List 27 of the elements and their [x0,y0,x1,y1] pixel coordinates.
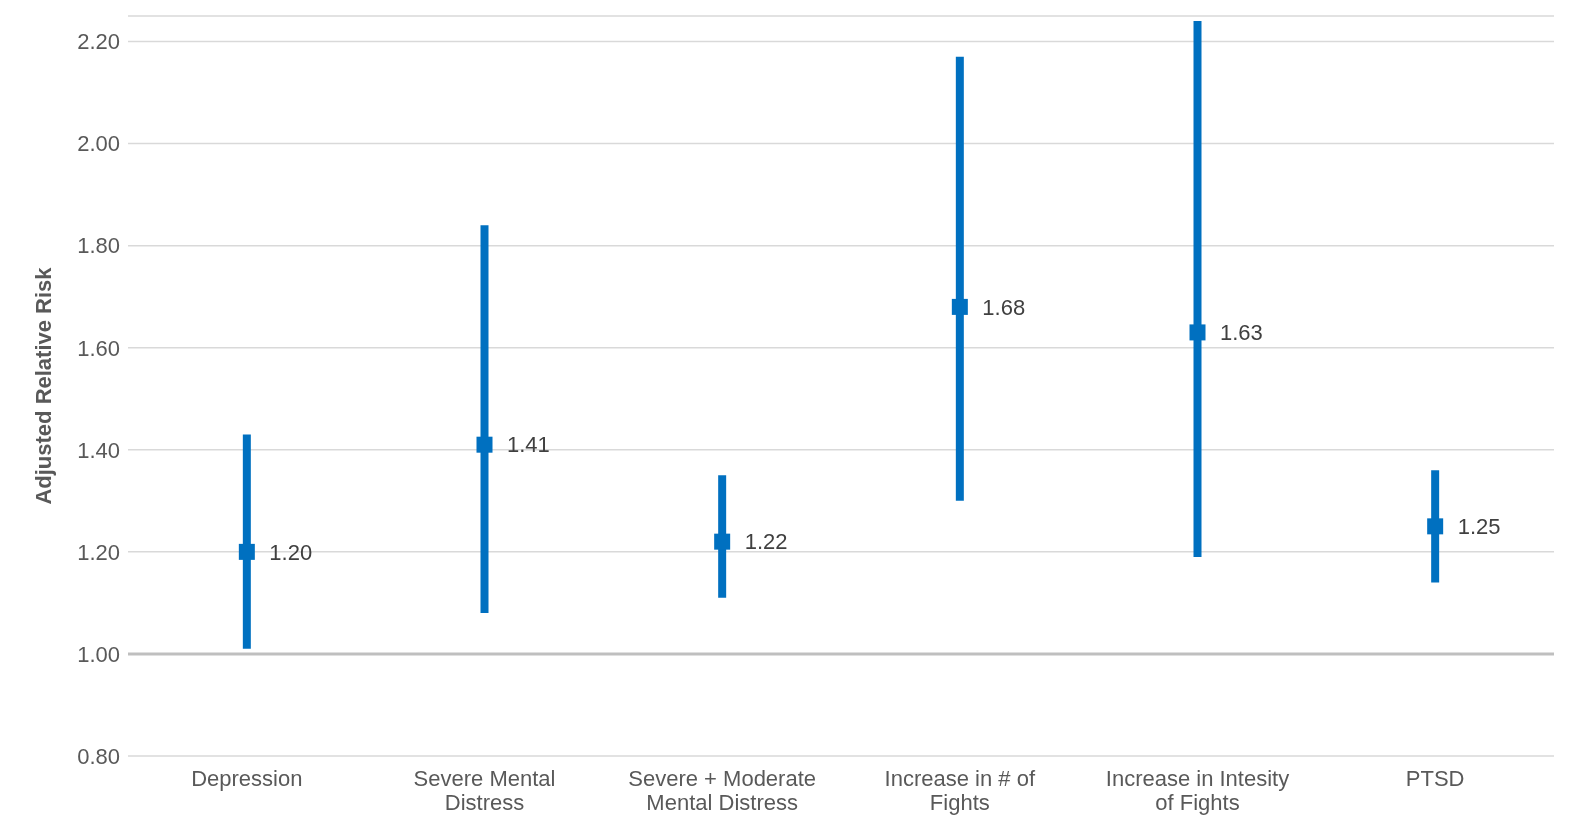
point [1189,324,1206,341]
data-label: 1.41 [507,432,550,458]
point [1427,518,1444,535]
x-tick-label: Severe + Moderate Mental Distress [628,766,817,815]
x-tick-label: Severe Mental Distress [413,766,556,815]
y-tick-label: 1.60 [77,335,120,361]
point [238,543,255,560]
y-tick-label: 1.20 [77,539,120,565]
data-label: 1.22 [744,529,788,555]
data-label: 1.63 [1220,320,1263,346]
data-label: 1.20 [269,539,313,565]
y-axis-title: Adjusted Relative Risk [30,266,56,505]
y-tick-label: 0.80 [77,743,120,769]
data-label: 1.68 [982,294,1026,320]
y-tick-label: 1.00 [77,641,120,667]
y-tick-label: 2.00 [77,131,120,157]
point [476,436,493,453]
point [714,533,731,550]
x-tick-label: Increase in # of Fights [884,766,1036,815]
x-tick-label: PTSD [1405,766,1465,791]
point [951,298,968,315]
data-label: 1.25 [1457,514,1501,540]
y-tick-label: 2.20 [77,29,120,55]
y-tick-label: 1.40 [77,437,120,463]
x-tick-label: Increase in Intesity of Fights [1105,766,1290,815]
x-tick-label: Depression [191,766,303,791]
y-tick-label: 1.80 [77,233,120,259]
